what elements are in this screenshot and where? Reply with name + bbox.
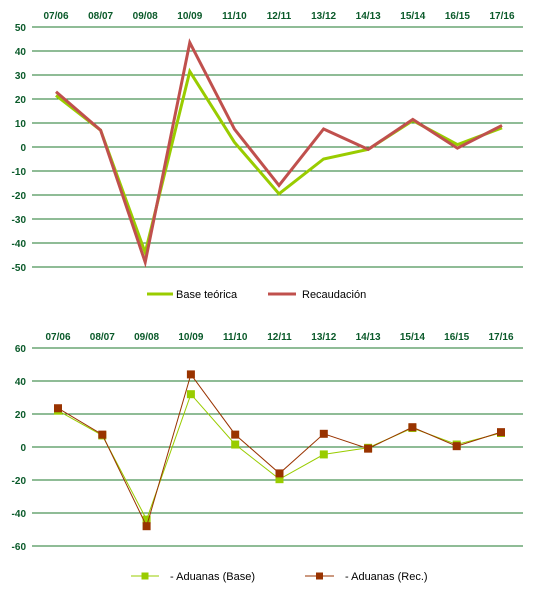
chart-2: 60 40 20 0 -20 -40 -60 07/06 08/07 09/08 10/09 11/1…: [12, 332, 523, 583]
legend-label: - Aduanas (Base): [170, 571, 255, 583]
data-point-marker: [54, 404, 62, 413]
x-category-label: 08/07: [90, 332, 115, 343]
legend-label: Recaudación: [302, 289, 366, 301]
y-tick-label: -10: [12, 167, 27, 178]
x-category-label: 07/06: [45, 332, 70, 343]
x-category-label: 12/11: [267, 11, 292, 22]
x-category-label: 07/06: [43, 11, 68, 22]
data-point-marker: [275, 469, 284, 478]
x-category-label: 14/13: [356, 11, 381, 22]
x-category-label: 10/09: [178, 332, 203, 343]
chart-1: 50 40 30 20 10 0 -10 -20 -30 -40 -50 07/06 08/07 09/0…: [12, 11, 523, 301]
data-point-marker: [186, 370, 195, 379]
y-tick-label: 60: [15, 344, 27, 355]
series-line-2: [57, 373, 502, 528]
x-category-label: 16/15: [444, 332, 469, 343]
data-point-marker: [275, 475, 284, 484]
y-tick-label: 10: [15, 119, 27, 130]
y-tick-label: 30: [15, 71, 27, 82]
series-line-1: [57, 393, 502, 521]
x-category-label: 12/11: [267, 332, 292, 343]
x-category-label: 09/08: [134, 332, 159, 343]
y-tick-label: -20: [12, 191, 27, 202]
y-tick-label: -60: [12, 542, 27, 553]
x-category-label: 15/14: [400, 11, 425, 22]
x-category-label: 17/16: [488, 332, 513, 343]
y-tick-label: 20: [15, 95, 27, 106]
y-tick-label: -40: [12, 509, 27, 520]
data-point-marker: [98, 430, 107, 439]
y-tick-label: -30: [12, 215, 27, 226]
data-point-marker: [186, 390, 195, 399]
x-category-label: 13/12: [311, 332, 336, 343]
series-line-2: [55, 38, 503, 268]
data-point-marker: [452, 442, 461, 451]
y-tick-label: 40: [15, 377, 27, 388]
x-category-label: 17/16: [489, 11, 514, 22]
data-point-marker: [497, 428, 505, 437]
x-category-label: 15/14: [400, 332, 425, 343]
legend-label: Base teórica: [176, 289, 238, 301]
y-tick-label: 40: [15, 47, 27, 58]
y-tick-label: 20: [15, 410, 27, 421]
data-point-marker: [364, 444, 373, 453]
legend-label: - Aduanas (Rec.): [345, 571, 428, 583]
legend-swatch-marker: [316, 572, 323, 580]
data-point-marker: [319, 450, 328, 459]
legend-swatch-marker: [141, 572, 149, 580]
y-tick-label: 50: [15, 23, 27, 34]
x-category-label: 11/10: [222, 11, 247, 22]
data-point-marker: [142, 522, 151, 531]
y-tick-label: -40: [12, 239, 27, 250]
x-category-label: 11/10: [223, 332, 248, 343]
x-category-label: 16/15: [445, 11, 470, 22]
x-category-label: 09/08: [133, 11, 158, 22]
y-tick-label: 0: [20, 443, 26, 454]
y-tick-label: -50: [12, 263, 27, 274]
x-category-label: 08/07: [88, 11, 113, 22]
x-category-label: 14/13: [356, 332, 381, 343]
x-category-label: 13/12: [311, 11, 336, 22]
data-point-marker: [231, 430, 240, 439]
y-tick-label: -20: [12, 476, 27, 487]
data-point-marker: [142, 515, 151, 524]
data-point-marker: [319, 429, 328, 438]
y-tick-label: 0: [20, 143, 26, 154]
data-point-marker: [408, 423, 417, 432]
data-point-marker: [231, 440, 240, 449]
x-category-label: 10/09: [177, 11, 202, 22]
